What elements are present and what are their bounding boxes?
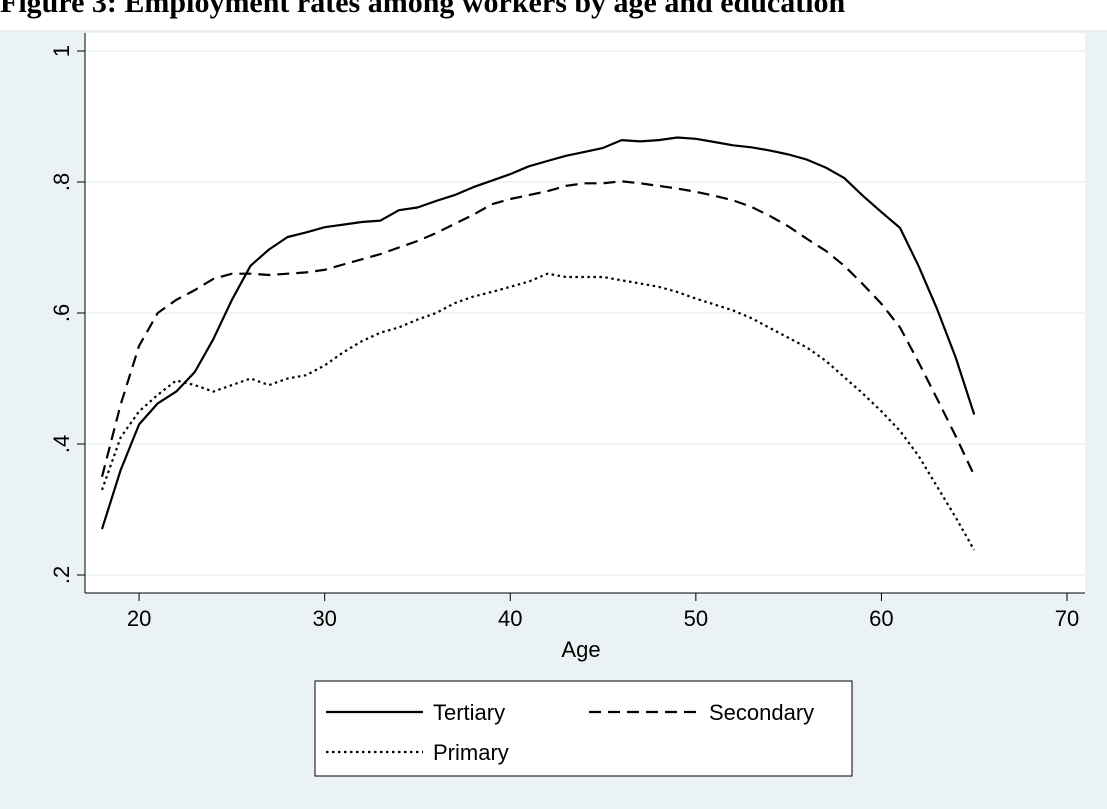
series-line-tertiary [100,136,976,530]
y-tick-label: .4 [49,435,74,453]
grid-lines [85,50,1085,576]
chart-title: Figure 3: Employment rates among workers… [0,0,846,19]
x-tick-label: 50 [684,606,708,631]
x-tick-label: 70 [1055,606,1079,631]
x-axis-title: Age [561,637,600,662]
legend-label-tertiary: Tertiary [433,700,505,725]
y-tick-label: 1 [49,45,74,57]
legend-box [314,680,853,777]
series-line-secondary [100,180,976,478]
y-tick-label: .8 [49,173,74,191]
y-tick-label: .6 [49,304,74,322]
x-tick-label: 20 [127,606,151,631]
series-lines [100,136,976,551]
legend-label-primary: Primary [433,740,509,765]
tick-labels: .2 .4 .6 .8 1 20 30 40 50 60 70 [49,45,1079,631]
x-tick-label: 40 [498,606,522,631]
x-tick-label: 30 [312,606,336,631]
chart-svg: .2 .4 .6 .8 1 20 30 40 50 60 70 Age Tertiary Secon… [49,33,1085,777]
series-line-primary [100,272,976,551]
chart-title-strip: Figure 3: Employment rates among workers… [0,0,1107,30]
legend-label-secondary: Secondary [709,700,814,725]
y-tick-label: .2 [49,566,74,584]
graph-region: .2 .4 .6 .8 1 20 30 40 50 60 70 Age Tertiary Secon… [0,30,1107,809]
x-tick-label: 60 [869,606,893,631]
legend: Tertiary Secondary Primary [314,680,853,777]
